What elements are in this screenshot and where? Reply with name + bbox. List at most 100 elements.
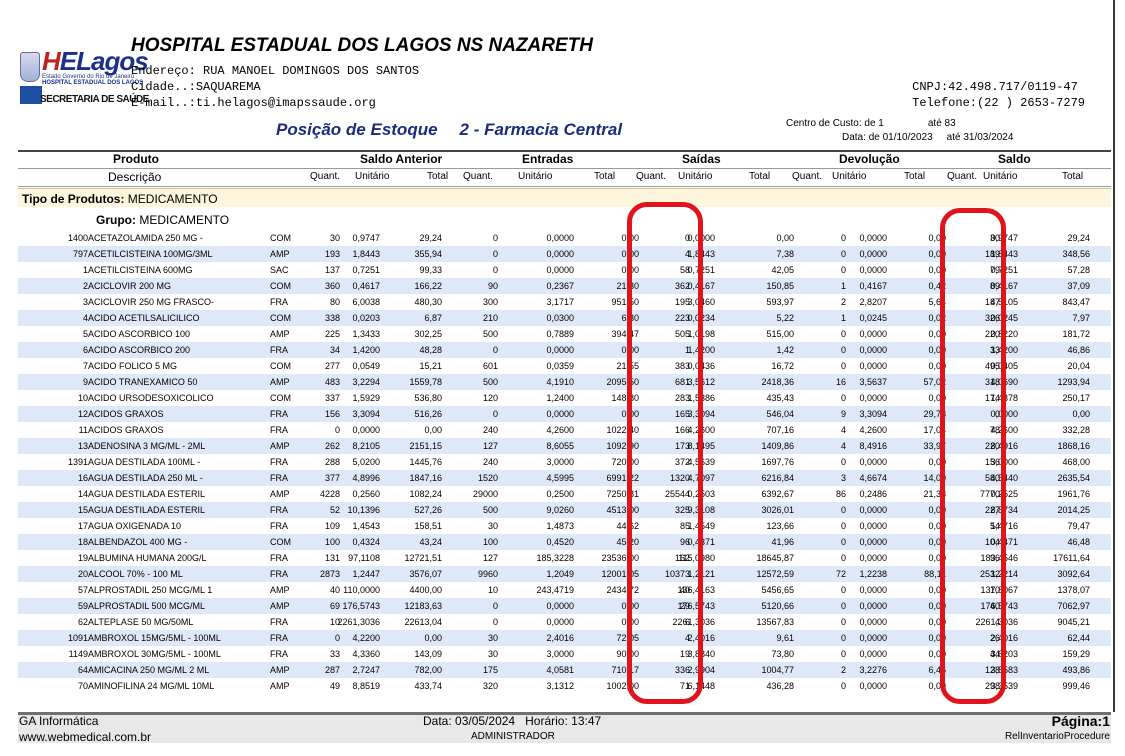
cell-value: 0: [334, 633, 340, 643]
product-code: 2: [82, 281, 88, 291]
red-annotation-saldo: [940, 208, 1006, 704]
cell-value: 0,0000: [859, 361, 887, 371]
cell-value: 227: [984, 505, 1000, 515]
cell-value: 262: [324, 441, 340, 451]
cell-value: 30: [989, 233, 1000, 243]
product-description: AMBROXOL 30MG/5ML - 100ML: [88, 649, 221, 659]
cell-value: 0,0245: [859, 313, 887, 323]
product-description: ACETILCISTEINA 600MG: [88, 265, 193, 275]
footer-rule: [18, 712, 1111, 715]
cell-value: 0,4167: [859, 281, 887, 291]
cell-value: 181,72: [1062, 329, 1090, 339]
col-group-saldo: Saldo: [998, 152, 1031, 166]
cell-value: 2635,54: [1057, 473, 1090, 483]
table-row: 15 AGUA DESTILADA ESTERIL FRA 52 10,1396 527,…: [18, 502, 1111, 518]
cell-value: 100: [324, 537, 340, 547]
cell-value: 0,0000: [546, 601, 574, 611]
cell-value: 0,00: [1072, 409, 1090, 419]
cell-value: 17,04: [923, 425, 946, 435]
cell-value: 483: [324, 377, 340, 387]
cell-value: 0,0000: [859, 233, 887, 243]
cell-value: 0,00: [928, 521, 946, 531]
cell-value: 123,66: [766, 521, 794, 531]
cell-value: 18645,87: [756, 553, 794, 563]
hospital-contact-block: CNPJ:42.498.717/0119-47 Telefone:(22 ) 2…: [912, 80, 1085, 110]
cell-value: 300: [482, 297, 498, 307]
cell-value: 33,97: [923, 441, 946, 451]
cell-value: 4,1910: [546, 377, 574, 387]
cell-value: 240: [482, 457, 498, 467]
cell-value: 52: [329, 505, 340, 515]
cell-value: 7062,97: [1057, 601, 1090, 611]
product-unit: AMP: [270, 665, 290, 675]
product-unit: FRA: [270, 553, 288, 563]
cell-value: 0,0000: [859, 505, 887, 515]
cell-value: 593,97: [766, 297, 794, 307]
cell-value: 25544: [664, 489, 690, 499]
cell-value: 34: [329, 345, 340, 355]
cell-value: 0,00: [928, 617, 946, 627]
cell-value: 79,47: [1067, 521, 1090, 531]
cell-value: 7770: [979, 489, 1000, 499]
logo-line3: SECRETARIA DE SAÚDE: [40, 94, 149, 105]
cell-value: 1559,78: [409, 377, 442, 387]
cell-value: 1,4200: [352, 345, 380, 355]
product-description: ACIDO URSODESOXICOLICO: [88, 393, 214, 403]
cell-value: 48,28: [419, 345, 442, 355]
product-unit: COM: [270, 361, 291, 371]
cell-value: 0,0000: [546, 265, 574, 275]
cell-value: 1847,16: [409, 473, 442, 483]
product-unit: FRA: [270, 425, 288, 435]
table-row: 59 ALPROSTADIL 500 MCG/ML AMP 69 176,5743 121…: [18, 598, 1111, 614]
cell-value: 6392,67: [761, 489, 794, 499]
col-group-saidas: Saídas: [682, 152, 721, 166]
product-unit: FRA: [270, 633, 288, 643]
cell-value: 99,33: [419, 265, 442, 275]
cell-value: 4: [684, 249, 690, 259]
cell-value: 23536,00: [601, 553, 639, 563]
cell-value: 0,00: [928, 681, 946, 691]
cell-value: 3,0000: [546, 649, 574, 659]
cell-value: 20,04: [1067, 361, 1090, 371]
cell-value: 0,4617: [352, 281, 380, 291]
product-description: AGUA DESTILADA 100ML -: [88, 457, 201, 467]
cell-value: 4,0581: [546, 665, 574, 675]
cell-value: 7,38: [776, 249, 794, 259]
footer-page-number: Página:1: [1051, 713, 1110, 729]
cell-value: 0,00: [928, 537, 946, 547]
cell-value: 78: [989, 425, 1000, 435]
cell-value: 159,29: [1062, 649, 1090, 659]
cell-value: 4: [840, 441, 846, 451]
cell-value: 0: [840, 601, 846, 611]
cell-value: 30: [329, 233, 340, 243]
cell-value: 0,00: [928, 633, 946, 643]
cell-value: 4,2600: [546, 425, 574, 435]
cell-value: 97,1108: [348, 553, 380, 563]
cell-value: 131: [324, 553, 340, 563]
cell-value: 0: [492, 265, 498, 275]
cell-value: 362: [674, 281, 690, 291]
cell-value: 176,5743: [677, 601, 715, 611]
cell-value: 156: [324, 409, 340, 419]
cell-value: 189: [984, 249, 1000, 259]
cell-value: 19: [679, 649, 690, 659]
cell-value: 1,2400: [546, 393, 574, 403]
cell-value: 1,8443: [352, 249, 380, 259]
cell-value: 4: [840, 425, 846, 435]
cell-value: 240: [482, 425, 498, 435]
cell-value: 57,28: [1067, 265, 1090, 275]
cell-value: 9,61: [776, 633, 794, 643]
cell-value: 58: [679, 265, 690, 275]
cell-value: 0,7889: [546, 329, 574, 339]
cell-value: 377: [324, 473, 340, 483]
cell-value: 137: [324, 265, 340, 275]
cell-value: 0,00: [928, 265, 946, 275]
table-row: 20 ALCOOL 70% - 100 ML FRA 2873 1,2447 3576,0…: [18, 566, 1111, 582]
cell-value: 3,0000: [546, 457, 574, 467]
table-row: 4 ACIDO ACETILSALICILICO COM 338 0,0203 6,87 2…: [18, 310, 1111, 326]
cell-value: 337: [324, 393, 340, 403]
cell-value: 73,80: [771, 649, 794, 659]
cell-value: 0,0300: [546, 313, 574, 323]
cell-value: 158,51: [414, 521, 442, 531]
